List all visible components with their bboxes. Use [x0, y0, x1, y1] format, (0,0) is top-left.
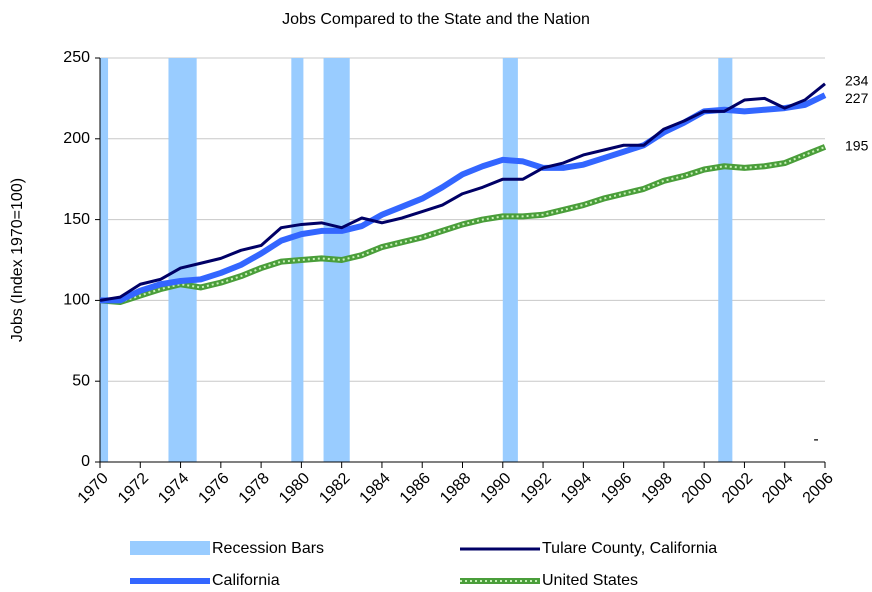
recession-bar — [502, 58, 518, 462]
end-label: 195 — [845, 138, 869, 154]
series-line — [100, 92, 827, 304]
x-tick-label: 1982 — [316, 470, 353, 507]
y-axis-label: Jobs (Index 1970=100) — [9, 178, 26, 342]
x-tick-label: 1994 — [558, 470, 595, 507]
y-tick-label: 250 — [63, 49, 90, 66]
x-tick-label: 1984 — [357, 470, 394, 507]
y-tick-label: 200 — [63, 130, 90, 147]
x-tick-label: 1996 — [598, 470, 635, 507]
x-tick-label: 2006 — [800, 470, 837, 507]
series-line-pattern — [99, 145, 826, 304]
x-tick-label: 2000 — [679, 470, 716, 507]
recession-bar — [100, 58, 109, 462]
x-tick-label: 1978 — [236, 470, 273, 507]
series-line — [99, 82, 826, 302]
x-tick-label: 1998 — [639, 470, 676, 507]
legend-label: California — [212, 572, 280, 589]
legend-label: Tulare County, California — [542, 540, 717, 557]
legend-label: United States — [542, 572, 638, 589]
x-tick-label: 1990 — [477, 470, 514, 507]
x-tick-label: 1980 — [276, 470, 313, 507]
recession-bar — [168, 58, 197, 462]
chart-title: Jobs Compared to the State and the Natio… — [282, 11, 590, 28]
x-tick-label: 2004 — [759, 470, 796, 507]
x-tick-label: 1972 — [115, 470, 152, 507]
x-tick-label: 1970 — [75, 470, 112, 507]
legend-label: Recession Bars — [212, 540, 324, 557]
x-tick-label: 1992 — [518, 470, 555, 507]
end-label: 227 — [845, 90, 869, 106]
recession-bar — [718, 58, 733, 462]
y-tick-label: 0 — [81, 453, 90, 470]
y-tick-label: 50 — [72, 372, 90, 389]
y-tick-label: 100 — [63, 292, 90, 309]
y-tick-label: 150 — [63, 211, 90, 228]
x-tick-label: 1988 — [437, 470, 474, 507]
x-tick-label: 1974 — [155, 470, 192, 507]
annotation: - — [813, 431, 818, 448]
legend-swatch — [130, 541, 210, 555]
end-label: 234 — [845, 73, 869, 89]
x-tick-label: 1976 — [195, 470, 232, 507]
x-tick-label: 2002 — [719, 470, 756, 507]
x-tick-label: 1986 — [397, 470, 434, 507]
